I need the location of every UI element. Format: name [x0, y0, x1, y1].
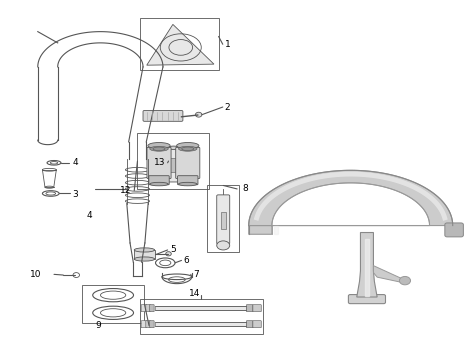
Text: 2: 2: [225, 103, 230, 112]
Bar: [207, 186, 239, 252]
Text: 8: 8: [243, 184, 248, 194]
Polygon shape: [357, 232, 377, 297]
Ellipse shape: [150, 146, 168, 151]
FancyBboxPatch shape: [253, 305, 261, 312]
Circle shape: [399, 276, 411, 285]
Text: 12: 12: [120, 186, 132, 195]
Bar: [140, 299, 263, 334]
Text: 4: 4: [73, 158, 78, 167]
Bar: [170, 158, 177, 172]
Ellipse shape: [350, 295, 385, 302]
Ellipse shape: [217, 241, 230, 250]
Text: 6: 6: [184, 256, 190, 265]
Polygon shape: [147, 25, 214, 65]
FancyBboxPatch shape: [246, 305, 253, 312]
FancyBboxPatch shape: [147, 147, 171, 178]
FancyBboxPatch shape: [178, 176, 198, 185]
Ellipse shape: [134, 257, 155, 261]
FancyBboxPatch shape: [141, 305, 147, 312]
Ellipse shape: [179, 182, 197, 186]
Text: 5: 5: [170, 245, 176, 254]
Text: 9: 9: [96, 321, 101, 330]
FancyBboxPatch shape: [150, 321, 154, 328]
Text: 7: 7: [193, 270, 199, 279]
Ellipse shape: [134, 248, 155, 252]
Ellipse shape: [168, 146, 179, 149]
FancyBboxPatch shape: [167, 147, 180, 182]
Ellipse shape: [182, 147, 194, 150]
Text: 10: 10: [30, 270, 41, 279]
Text: 4: 4: [86, 211, 92, 219]
Bar: [82, 285, 145, 323]
Polygon shape: [373, 266, 405, 283]
Circle shape: [195, 112, 202, 117]
Ellipse shape: [179, 146, 197, 151]
Text: 14: 14: [188, 289, 200, 298]
FancyBboxPatch shape: [146, 305, 151, 312]
Text: 13: 13: [154, 158, 165, 167]
FancyBboxPatch shape: [253, 321, 261, 328]
FancyBboxPatch shape: [143, 111, 183, 121]
Text: 1: 1: [225, 40, 230, 49]
FancyBboxPatch shape: [217, 195, 230, 244]
FancyBboxPatch shape: [445, 223, 464, 237]
Bar: [221, 212, 226, 229]
FancyBboxPatch shape: [176, 147, 200, 178]
FancyBboxPatch shape: [150, 305, 154, 312]
Bar: [140, 18, 219, 70]
FancyBboxPatch shape: [146, 321, 151, 328]
FancyBboxPatch shape: [348, 295, 385, 304]
Bar: [134, 250, 155, 259]
Ellipse shape: [148, 142, 170, 149]
FancyBboxPatch shape: [149, 176, 169, 185]
Polygon shape: [249, 170, 453, 234]
Circle shape: [166, 252, 171, 256]
Bar: [138, 133, 209, 189]
Ellipse shape: [150, 182, 168, 186]
Text: 3: 3: [73, 190, 78, 199]
FancyBboxPatch shape: [246, 321, 253, 328]
Polygon shape: [274, 225, 279, 234]
Ellipse shape: [153, 147, 165, 150]
FancyBboxPatch shape: [141, 321, 147, 328]
Polygon shape: [365, 239, 369, 296]
Ellipse shape: [177, 142, 199, 149]
